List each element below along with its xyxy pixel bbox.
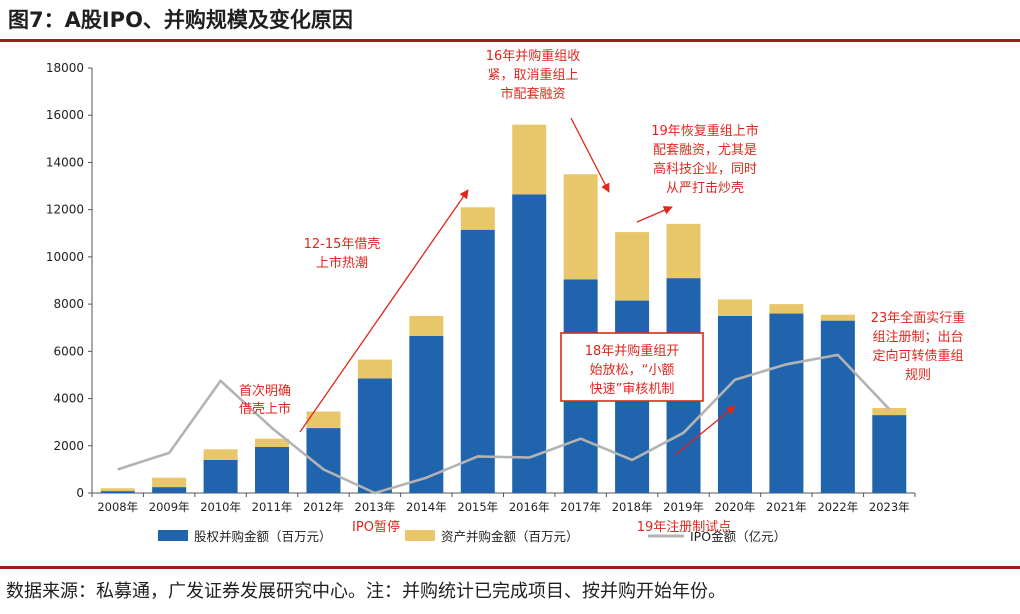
y-tick-label: 6000 [53, 344, 84, 358]
annotation-line: 首次明确 [239, 383, 291, 399]
x-tick-label: 2023年 [869, 500, 910, 514]
arrow-2019-pilot [674, 405, 736, 456]
annotation-line: 18年并购重组开 [585, 343, 680, 359]
asset-bar [769, 304, 804, 314]
annotation-2011-first: 首次明确借壳上市 [239, 383, 291, 417]
annotation-line: 高科技企业，同时 [653, 161, 757, 177]
y-tick-label: 8000 [53, 297, 84, 311]
annotation-2023-full: 23年全面实行重组注册制；出台定向可转债重组规则 [871, 310, 966, 383]
title-rule [0, 39, 1020, 42]
legend-equity-swatch [158, 530, 188, 541]
y-tick-label: 0 [76, 486, 84, 500]
x-tick-label: 2008年 [97, 500, 138, 514]
asset-bar [615, 232, 650, 301]
annotation-line: 规则 [905, 368, 931, 383]
equity-bar [409, 335, 444, 493]
arrow-2016-tighten [570, 117, 610, 193]
legend-asset-swatch [405, 530, 435, 541]
equity-bar [460, 229, 495, 493]
annotation-line: 组注册制；出台 [872, 330, 963, 345]
asset-bar [100, 488, 135, 492]
annotation-line: 19年注册制试点 [637, 520, 732, 535]
annotation-2012-2015-shell: 12-15年借壳上市热潮 [304, 237, 381, 271]
y-tick-label: 14000 [46, 155, 84, 169]
annotation-line: 23年全面实行重 [871, 310, 966, 326]
figure-title: 图7：A股IPO、并购规模及变化原因 [8, 8, 353, 32]
annotation-line: 快速”审核机制 [590, 382, 675, 397]
asset-bar [306, 411, 341, 429]
annotation-line: 始放松，“小额 [590, 363, 675, 378]
annotation-line: 19年恢复重组上市 [651, 123, 759, 139]
asset-bar [563, 174, 598, 280]
x-tick-label: 2012年 [303, 500, 344, 514]
asset-bar [717, 299, 752, 316]
asset-bar [666, 223, 701, 279]
annotation-line: 紧，取消重组上 [487, 67, 578, 83]
x-tick-label: 2021年 [766, 500, 807, 514]
y-tick-label: 18000 [46, 61, 84, 75]
annotation-box-2018 [560, 332, 704, 402]
source-rule [0, 566, 1020, 569]
equity-bar [512, 194, 547, 493]
y-tick-label: 12000 [46, 203, 84, 217]
annotation-line: 16年并购重组收 [486, 48, 581, 64]
source-note: 数据来源：私募通，广发证券发展研究中心。注：并购统计已完成项目、按并购开始年份。 [6, 581, 726, 602]
annotation-line: IPO暂停 [352, 519, 400, 535]
legend-equity-label: 股权并购金额（百万元） [194, 529, 332, 544]
y-tick-label: 4000 [53, 392, 84, 406]
equity-bar [357, 378, 392, 493]
asset-bar [357, 359, 392, 379]
arrow-2019-restore [636, 206, 673, 223]
ma-ipo-chart: 0 2000 4000 6000 8000 10000 12000 14000 16000 180… [46, 48, 966, 544]
y-tick-label: 2000 [53, 439, 84, 453]
annotation-line: 市配套融资 [500, 86, 565, 102]
asset-bar [512, 124, 547, 195]
annotation-2016-tighten: 16年并购重组收紧，取消重组上市配套融资 [486, 48, 581, 102]
annotation-line: 12-15年借壳 [304, 237, 381, 252]
x-tick-label: 2022年 [817, 500, 858, 514]
equity-bar [203, 459, 238, 493]
asset-bar [872, 408, 907, 416]
annotation-line: 配套融资，尤其是 [653, 142, 757, 158]
x-tick-label: 2011年 [252, 500, 293, 514]
asset-bar [460, 207, 495, 230]
equity-bar [872, 415, 907, 493]
equity-bar [717, 315, 752, 493]
annotation-line: 定向可转债重组 [872, 348, 963, 364]
x-tick-label: 2010年 [200, 500, 241, 514]
asset-bar [409, 315, 444, 336]
asset-bar [203, 449, 238, 460]
arrow-shell-boom [299, 189, 469, 433]
legend-asset-label: 资产并购金额（百万元） [441, 529, 579, 544]
y-tick-label: 10000 [46, 250, 84, 264]
x-tick-label: 2016年 [509, 500, 550, 514]
annotation-2019-pilot: 19年注册制试点 [637, 520, 732, 535]
equity-bar [152, 487, 187, 493]
x-tick-label: 2014年 [406, 500, 447, 514]
equity-bar [769, 313, 804, 493]
annotation-line: 借壳上市 [239, 401, 291, 417]
asset-bar [152, 477, 187, 488]
x-tick-label: 2020年 [715, 500, 756, 514]
annotation-2018-relax: 18年并购重组开始放松，“小额快速”审核机制 [585, 343, 680, 397]
asset-bar [820, 314, 855, 321]
x-tick-label: 2017年 [560, 500, 601, 514]
annotation-line: 上市热潮 [316, 255, 368, 271]
legend-ipo-label: IPO金额（亿元） [690, 529, 786, 544]
x-tick-label: 2009年 [149, 500, 190, 514]
annotation-ipo-pause: IPO暂停 [352, 519, 400, 535]
annotation-2019-restore: 19年恢复重组上市配套融资，尤其是高科技企业，同时从严打击炒壳 [651, 123, 759, 196]
ipo-line [117, 353, 891, 495]
asset-bar [255, 438, 290, 447]
annotation-line: 从严打击炒壳 [666, 181, 744, 196]
x-tick-label: 2013年 [355, 500, 396, 514]
equity-bar [820, 320, 855, 493]
x-tick-label: 2015年 [457, 500, 498, 514]
equity-bar [255, 446, 290, 493]
x-tick-label: 2018年 [612, 500, 653, 514]
equity-bar [100, 491, 135, 493]
y-tick-label: 16000 [46, 108, 84, 122]
x-tick-label: 2019年 [663, 500, 704, 514]
